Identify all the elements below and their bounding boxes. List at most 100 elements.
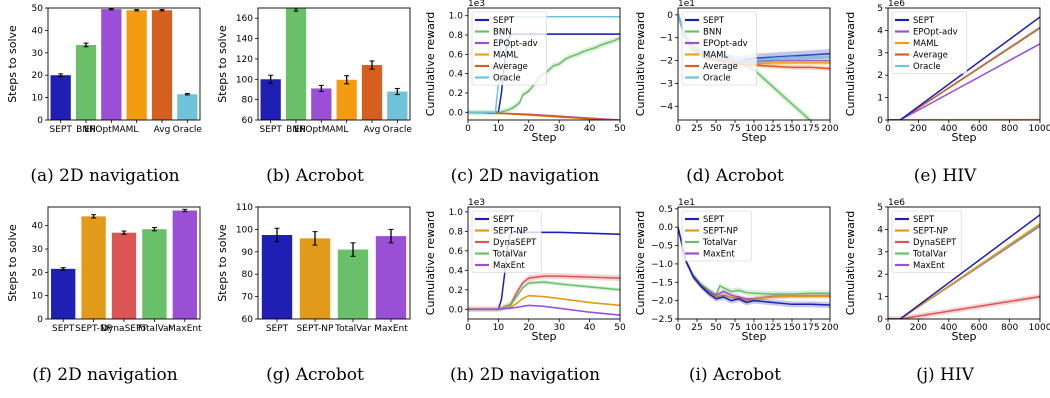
axis-exponent: 1e1	[678, 198, 695, 208]
x-tick-label: 125	[764, 323, 781, 333]
y-tick-label: 3	[877, 248, 883, 258]
y-tick-label: 0.2	[449, 286, 463, 296]
bar-epopt	[101, 9, 122, 120]
chart-svg: Cumulative reward −4−3−2−100 25 50 75 100 125 1…	[634, 0, 839, 144]
x-tick-label: 0	[675, 323, 681, 333]
y-tick-label: −0.5	[651, 242, 673, 252]
plot-clip-group	[678, 224, 830, 308]
chart-caption: (j) HIV	[916, 365, 974, 385]
chart-caption: (b) Acrobot	[266, 166, 364, 186]
y-tick-label: 30	[32, 49, 44, 59]
y-tick-label: 1	[877, 94, 883, 104]
x-tick-label: 20	[523, 124, 535, 134]
axis-exponent: 1e3	[468, 198, 485, 208]
x-tick-label: 25	[691, 124, 702, 134]
y-tick-label: 0.6	[449, 50, 464, 60]
band-dynasept	[888, 293, 1040, 319]
chart-svg: Cumulative reward 0 1 2 3 4 5 0 200 400 600 800 1000…	[844, 198, 1050, 343]
chart-caption: (a) 2D navigation	[30, 166, 180, 186]
chart-svg: Cumulative reward −2.5 −2.0 −1.5 −1.0 −0.5 0.0…	[634, 198, 839, 343]
y-tick-label: 0	[667, 11, 673, 21]
y-tick-label: 0.6	[449, 247, 464, 257]
axes-frame	[257, 7, 411, 121]
legend-label: Oracle	[493, 74, 521, 84]
y-tick-label: 0	[37, 116, 43, 126]
x-tick-label: 40	[584, 323, 596, 333]
chart-svg: Cumulative reward 0 1 2 3 4 5 0 200 400 600 800 1000…	[844, 0, 1050, 144]
y-axis-label: Cumulative reward	[424, 211, 437, 315]
x-tick-label: SEPT-NP	[297, 324, 334, 334]
x-tick-label: 0	[885, 323, 891, 333]
x-tick-label: TotalVar	[136, 324, 173, 334]
plot-clip-group	[50, 8, 198, 120]
x-tick-label: 50	[710, 124, 722, 134]
legend-box	[471, 210, 542, 273]
y-tick-label: −2.5	[651, 315, 673, 325]
y-tick-label: 0.8	[449, 31, 464, 41]
x-tick-label: 30	[553, 124, 565, 134]
legend-label: DynaSEPT	[913, 238, 957, 248]
axes-frame	[47, 7, 201, 121]
bar-epopt	[311, 88, 332, 120]
bar-sept	[261, 235, 293, 319]
chart-panel: Cumulative reward 0 1 2 3 4 5 0 200 400 600 800 1000…	[840, 198, 1050, 398]
series-line-maxent	[468, 304, 620, 316]
x-tick-label: EPOptMAML	[294, 125, 348, 135]
bar-totalvar	[337, 249, 369, 319]
y-tick-label: −1	[660, 34, 673, 44]
x-axis-label: Step	[531, 330, 556, 343]
y-tick-label: 0.0	[449, 108, 464, 118]
bar-oracle	[177, 94, 198, 120]
legend-label: SEPT	[913, 16, 935, 26]
x-tick-label: 175	[802, 124, 819, 134]
x-tick-label: SEPT	[52, 324, 75, 334]
legend-label: SEPT	[493, 16, 515, 26]
series-line-sept-np	[888, 223, 1040, 319]
y-tick-label: 5	[877, 203, 883, 213]
y-tick-label: 80	[242, 96, 254, 106]
series-line-bnn	[468, 37, 620, 114]
series-line-sept	[888, 214, 1040, 319]
series-line-sept	[678, 227, 830, 306]
chart-caption: (h) 2D navigation	[449, 365, 601, 385]
y-tick-label: 70	[242, 293, 254, 303]
y-axis-label: Steps to solve	[6, 224, 19, 302]
y-tick-label: −1.5	[651, 278, 673, 288]
x-tick-label: 10	[493, 323, 505, 333]
x-tick-label: 50	[614, 124, 626, 134]
x-tick-label: 1000	[1029, 124, 1050, 134]
chart-panel: Cumulative reward 0.0 0.2 0.4 0.6 0.8 1.0 0 10 20…	[420, 198, 630, 398]
y-tick-label: 0.0	[449, 305, 464, 315]
legend-label: TotalVar	[492, 250, 527, 260]
axis-exponent: 1e6	[888, 0, 905, 9]
x-tick-label: 150	[783, 323, 800, 333]
y-tick-label: 0.4	[449, 70, 464, 80]
x-tick-label: 100	[745, 323, 762, 333]
x-tick-label: 75	[729, 124, 740, 134]
y-tick-label: 0	[37, 315, 43, 325]
x-tick-label: 0	[465, 323, 471, 333]
bar-sept-np	[81, 216, 106, 319]
y-tick-label: 40	[32, 26, 44, 36]
x-tick-label: 600	[971, 124, 988, 134]
x-tick-label: 75	[729, 323, 740, 333]
y-tick-label: 0.2	[449, 89, 463, 99]
legend-label: TotalVar	[912, 250, 947, 260]
x-tick-label: 100	[745, 124, 762, 134]
y-tick-label: −1.0	[651, 260, 673, 270]
x-tick-label: SEPT	[260, 125, 283, 135]
legend-label: EPOpt-adv	[493, 39, 538, 49]
bar-sept	[50, 75, 71, 120]
legend-label: SEPT-NP	[703, 227, 738, 237]
axes-frame	[887, 7, 1041, 121]
bar-bnn	[285, 8, 307, 120]
y-tick-label: −2	[660, 57, 673, 67]
chart-caption: (d) Acrobot	[686, 166, 784, 186]
y-tick-label: 0	[877, 116, 883, 126]
x-tick-label: 20	[523, 323, 535, 333]
axes-frame	[887, 206, 1041, 320]
x-tick-label: 400	[940, 323, 957, 333]
x-tick-label: 125	[764, 124, 781, 134]
chart-panel: Cumulative reward 0 1 2 3 4 5 0 200 400 600 800 1000…	[840, 0, 1050, 199]
y-axis-label: Cumulative reward	[844, 12, 857, 116]
